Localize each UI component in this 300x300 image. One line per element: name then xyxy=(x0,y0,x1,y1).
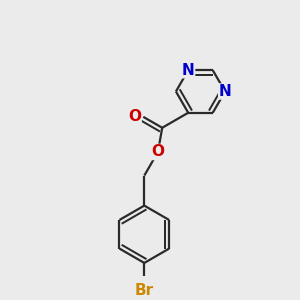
Text: O: O xyxy=(128,109,141,124)
Text: O: O xyxy=(152,145,164,160)
Text: N: N xyxy=(219,84,231,99)
Text: N: N xyxy=(182,63,195,78)
Text: Br: Br xyxy=(135,284,154,298)
